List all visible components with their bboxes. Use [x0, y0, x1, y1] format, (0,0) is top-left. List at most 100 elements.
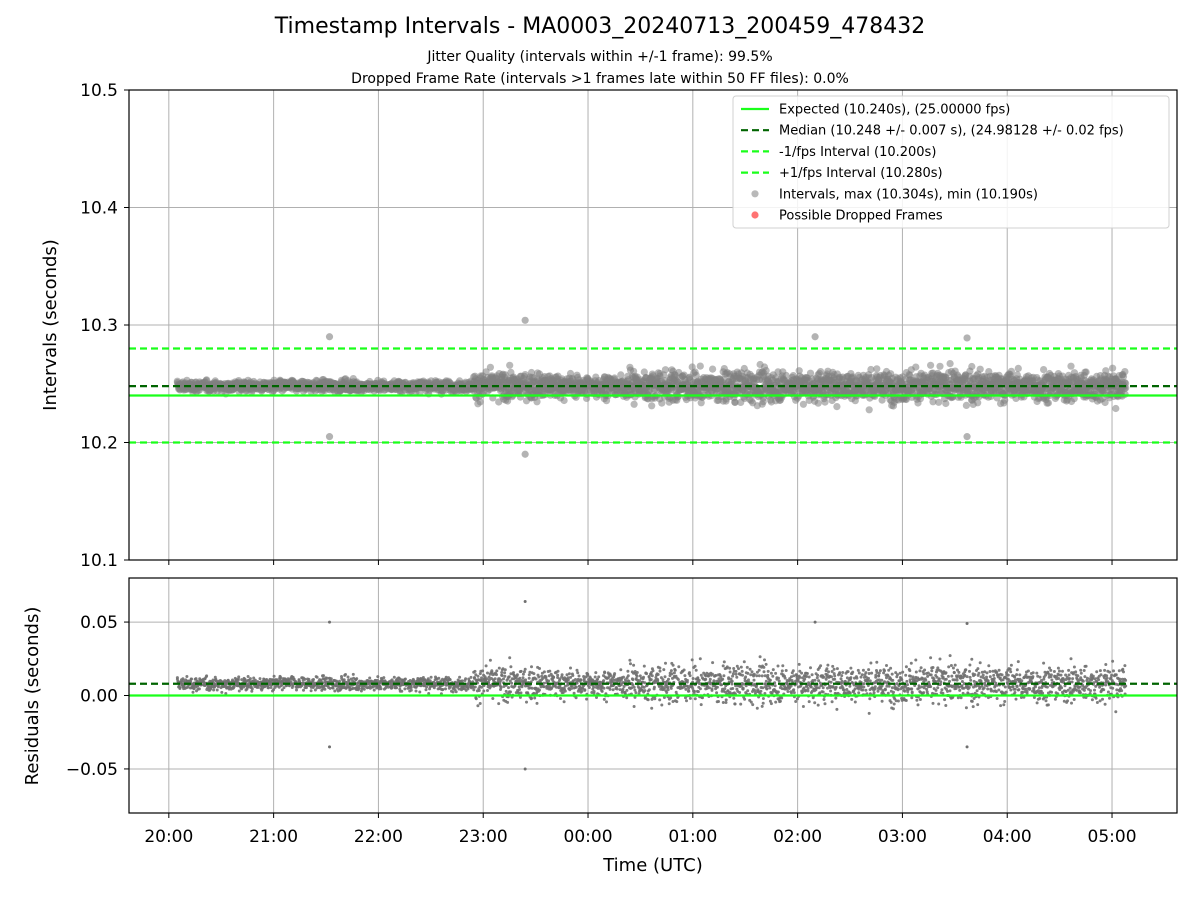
residual-point [575, 668, 579, 672]
residual-point [650, 674, 654, 678]
residual-point [527, 673, 531, 677]
residual-point [469, 675, 473, 679]
residual-point [178, 687, 182, 690]
residual-point [488, 658, 492, 662]
residual-point [661, 678, 665, 682]
residual-point [527, 676, 531, 680]
residual-point [556, 673, 560, 677]
residual-point [653, 697, 657, 701]
residual-point [497, 702, 501, 706]
residual-point [587, 686, 591, 689]
residual-point [669, 669, 673, 673]
residual-point [559, 697, 562, 700]
residual-point [667, 702, 671, 706]
residual-point [466, 687, 470, 691]
residual-point [544, 675, 548, 679]
interval-point [696, 362, 704, 370]
residual-point [272, 674, 276, 678]
residual-point [282, 686, 286, 690]
residual-point [519, 669, 523, 673]
residual-point [650, 706, 654, 710]
residual-point [351, 672, 355, 676]
interval-point [640, 368, 648, 376]
interval-point [1014, 364, 1022, 372]
interval-point [501, 371, 509, 379]
outlier-interval-point [521, 450, 529, 458]
interval-point [968, 362, 976, 371]
residual-point [643, 681, 647, 685]
residual-point [246, 675, 250, 678]
residual-point [493, 677, 497, 681]
residual-point [585, 697, 589, 701]
residual-point [357, 686, 361, 690]
residual-point [382, 676, 386, 680]
residual-point [279, 675, 282, 679]
residual-point [478, 702, 482, 705]
outlier-interval-point [325, 333, 334, 341]
residual-point [500, 674, 504, 677]
residual-point [460, 679, 464, 683]
interval-point [661, 366, 670, 374]
residual-point [476, 704, 480, 708]
residual-point [495, 673, 498, 677]
interval-point [560, 396, 568, 405]
residual-point [403, 677, 407, 681]
residual-point [509, 690, 512, 694]
residual-point [647, 688, 651, 692]
residual-point [448, 678, 452, 682]
residual-point [602, 697, 606, 701]
interval-point [942, 399, 950, 408]
residual-point [530, 665, 533, 669]
residual-point [671, 663, 675, 667]
interval-point [833, 403, 841, 411]
residual-point [645, 672, 649, 676]
residual-point [403, 687, 407, 691]
residual-point [597, 675, 601, 679]
residual-point [677, 665, 681, 669]
residual-point [215, 688, 219, 692]
residual-point [560, 673, 564, 677]
residual-point [602, 679, 606, 683]
residual-point [566, 676, 570, 680]
residual-point [532, 672, 536, 676]
residual-point [625, 696, 629, 700]
interval-point [927, 361, 935, 369]
residual-point [503, 674, 507, 678]
residual-point [322, 674, 325, 678]
residual-point [212, 688, 216, 692]
chart-title: Timestamp Intervals - MA0003_20240713_20… [274, 14, 926, 39]
interval-point [482, 368, 490, 376]
residual-point [547, 679, 551, 683]
residual-point [628, 658, 632, 662]
residual-point [414, 689, 418, 693]
residual-point [509, 665, 513, 669]
residual-point [562, 700, 566, 704]
residual-point [237, 675, 241, 679]
residual-point [563, 689, 567, 693]
residual-point [605, 700, 608, 704]
residual-point [482, 689, 486, 693]
residual-point [593, 675, 597, 679]
residual-point [580, 689, 584, 693]
interval-point [821, 398, 829, 406]
residual-point [236, 678, 240, 682]
residual-point [662, 668, 666, 672]
residual-point [660, 703, 664, 707]
outlier-interval-point [325, 433, 334, 441]
residual-point [189, 680, 193, 684]
residual-point [502, 677, 505, 681]
residual-point [567, 672, 571, 676]
residual-point [477, 689, 481, 692]
residual-point [635, 671, 639, 674]
interval-point [476, 398, 484, 406]
interval-point [630, 400, 638, 408]
residual-point [534, 677, 538, 681]
residual-point [651, 669, 655, 673]
residual-point [429, 675, 433, 679]
bottom-scatter-points [175, 600, 1128, 771]
interval-point [1067, 362, 1075, 370]
residual-point [418, 690, 422, 694]
residual-point [302, 688, 305, 692]
residual-point [323, 687, 327, 691]
